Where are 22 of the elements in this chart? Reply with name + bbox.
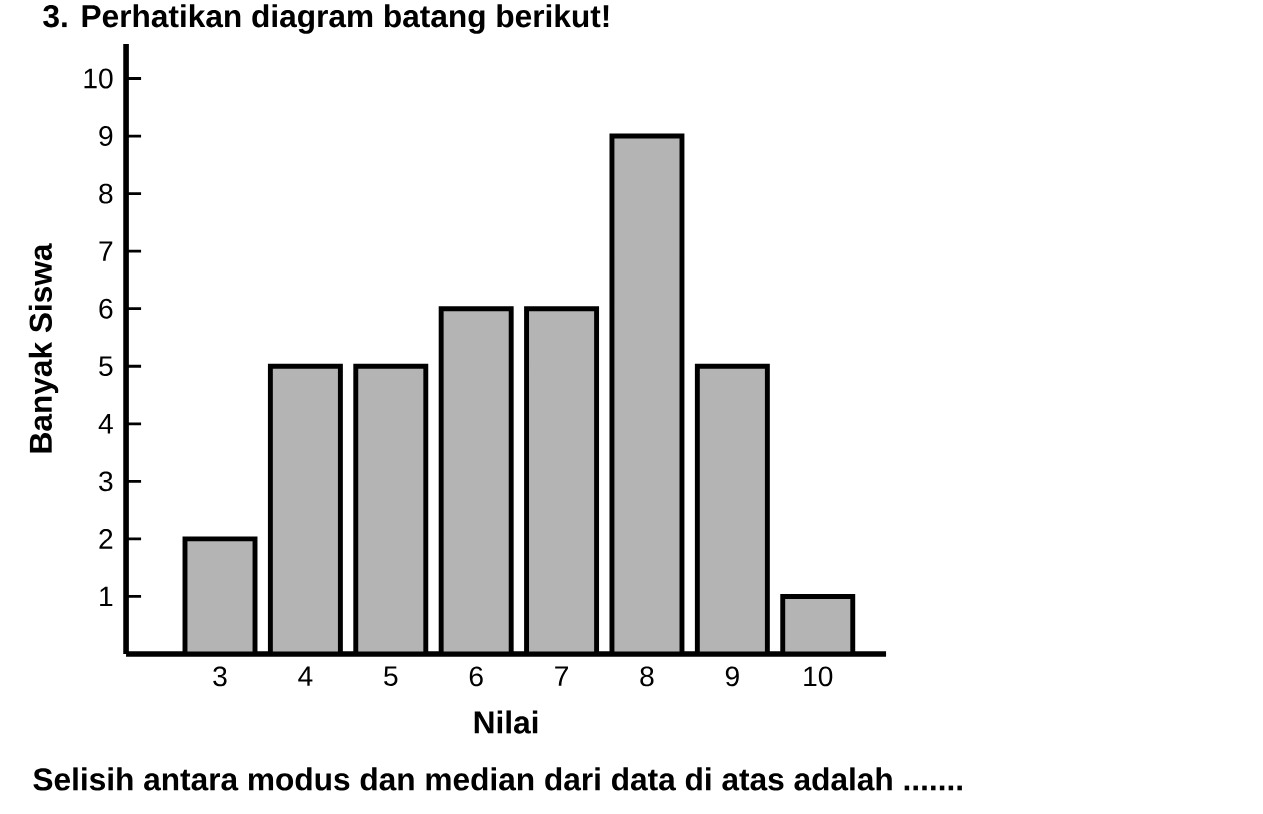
y-tick-label: 6 (99, 298, 113, 319)
y-tick-label: 2 (99, 529, 113, 549)
y-tick-label: 7 (99, 241, 113, 261)
y-tick-label: 8 (99, 183, 113, 204)
text: Selisih antara modus dan median dari data di atas adalah ....... (33, 767, 962, 791)
x-tick-label: 4 (298, 666, 313, 686)
x-tick-label: 10 (804, 666, 833, 687)
x-axis-title: Nilai (474, 710, 538, 734)
y-tick-label: 3 (99, 471, 113, 492)
x-tick-label: 8 (640, 666, 654, 687)
y-tick-label: 4 (98, 414, 113, 434)
x-tick-label: 9 (725, 666, 739, 687)
x-tick-label: 3 (213, 666, 227, 687)
y-tick-label: 10 (84, 68, 113, 89)
y-axis-title: Banyak Siswa (28, 243, 59, 453)
x-tick-label: 6 (469, 666, 483, 687)
x-tick-label: 5 (384, 666, 398, 687)
y-tick-label: 9 (99, 126, 113, 147)
y-tick-label: 5 (99, 356, 113, 377)
chart-title: 3. Perhatikan diagram batang berikut! (43, 4, 609, 34)
y-tick-label: 1 (100, 586, 113, 607)
x-tick-label: 7 (555, 666, 568, 686)
